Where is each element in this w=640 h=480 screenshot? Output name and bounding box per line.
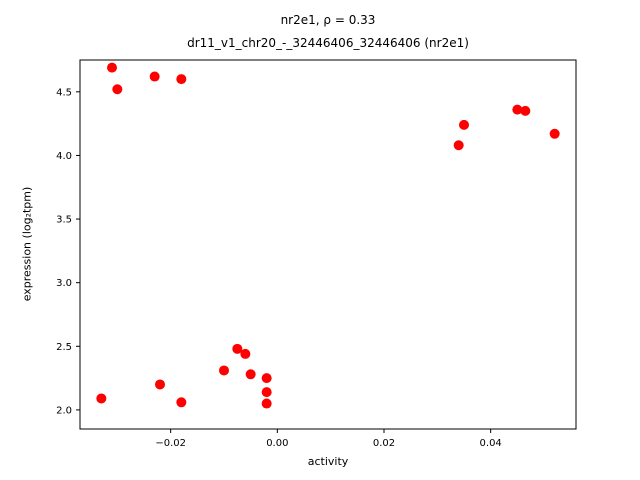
scatter-point [459, 119, 469, 130]
x-axis-label: activity [307, 455, 349, 468]
y-tick-label: 2.0 [56, 405, 72, 416]
y-tick-label: 3.5 [56, 215, 72, 226]
scatter-point [512, 104, 523, 115]
scatter-point [240, 348, 251, 359]
scatter-point [176, 74, 187, 85]
y-tick-label: 4.0 [56, 151, 72, 162]
y-axis-label: expression (log₂tpm) [20, 186, 34, 302]
scatter-point [219, 365, 229, 376]
scatter-point [549, 128, 560, 139]
chart-subtitle: dr11_v1_chr20_-_32446406_32446406 (nr2e1… [187, 36, 469, 50]
scatter-point [96, 393, 107, 404]
scatter-point [155, 379, 165, 390]
x-tick-label: 0.00 [266, 438, 288, 449]
scatter-point [107, 62, 117, 73]
scatter-point [261, 398, 272, 409]
axes-box [79, 59, 577, 430]
scatter-point [245, 369, 256, 380]
scatter-point [261, 373, 272, 384]
y-tick-label: 2.5 [56, 342, 72, 353]
chart-title: nr2e1, ρ = 0.33 [280, 13, 376, 27]
scatter-point [176, 397, 187, 408]
scatter-point [149, 71, 160, 82]
y-tick-label: 3.0 [56, 278, 72, 289]
x-tick-label: −0.02 [155, 438, 186, 449]
y-tick-label: 4.5 [56, 87, 72, 98]
scatter-point [520, 105, 531, 116]
x-tick-label: 0.02 [373, 438, 395, 449]
scatter-point [261, 387, 272, 398]
scatter-point [112, 84, 123, 95]
scatter-point [232, 343, 243, 354]
scatter-point [453, 140, 464, 151]
x-tick-label: 0.04 [480, 438, 502, 449]
